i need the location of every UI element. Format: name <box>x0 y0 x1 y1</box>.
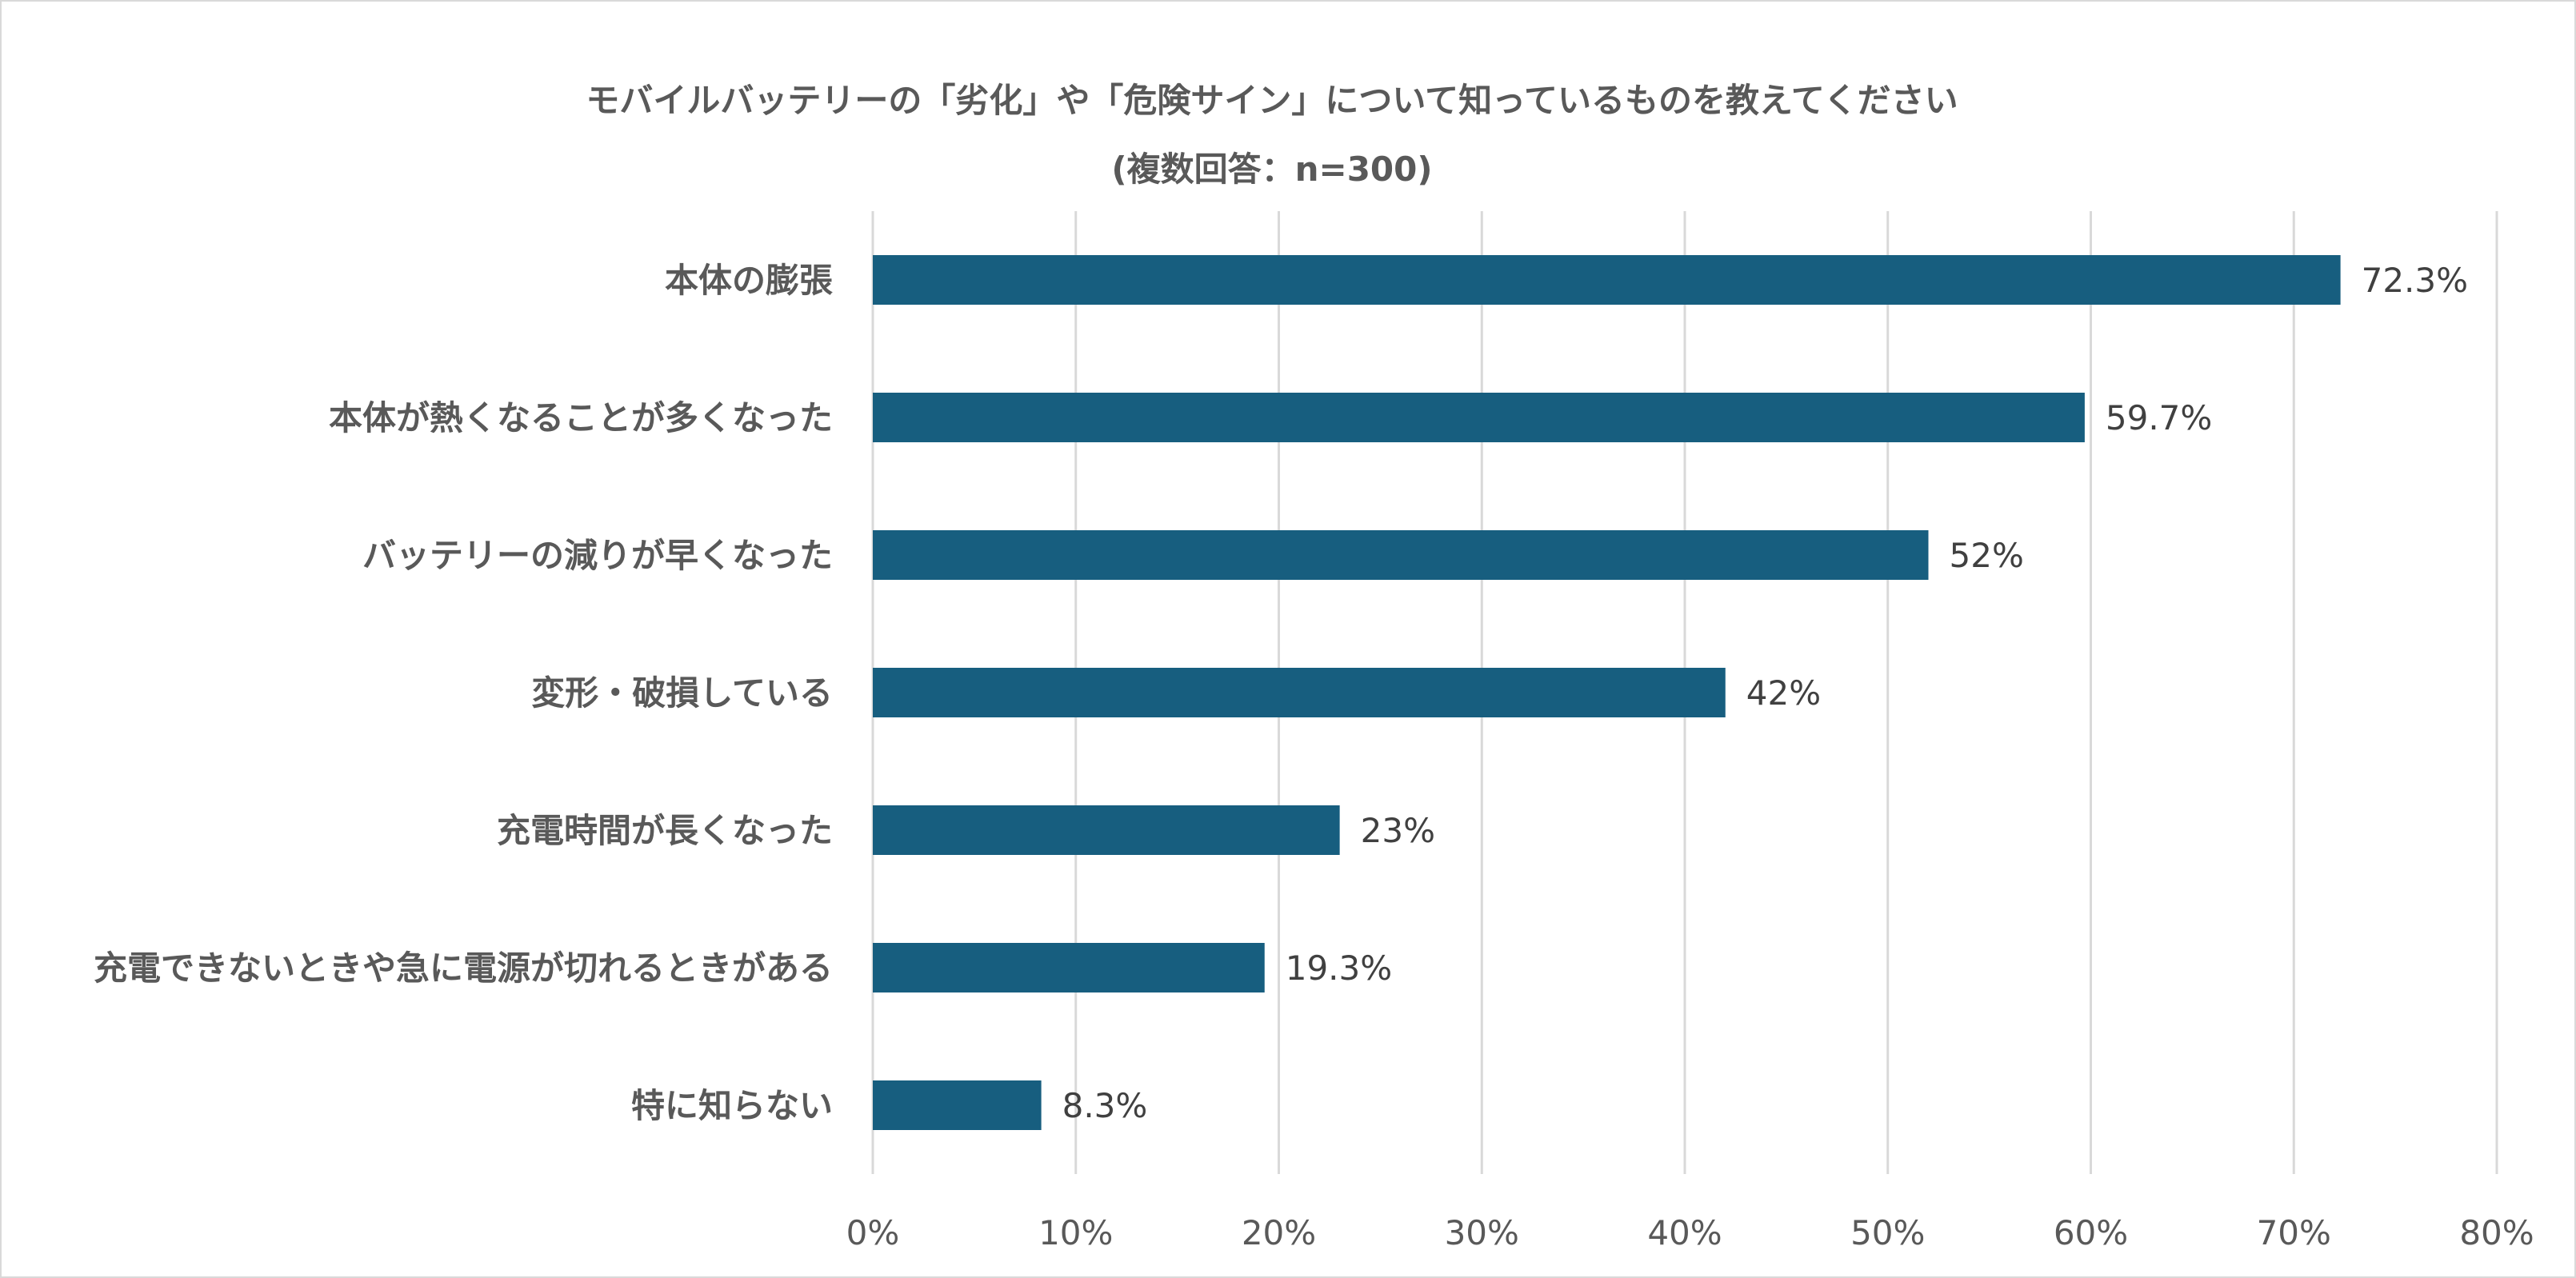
x-tick-label: 0% <box>846 1213 900 1252</box>
x-tick-label: 20% <box>1242 1213 1316 1252</box>
x-tick-label: 50% <box>1850 1213 1925 1252</box>
category-label: 本体が熱くなることが多くなった <box>329 398 833 437</box>
bar <box>873 530 1929 580</box>
category-label: バッテリーの減りが早くなった <box>362 536 833 575</box>
data-label: 72.3% <box>2362 261 2468 300</box>
x-tick-label: 60% <box>2054 1213 2128 1252</box>
data-label: 52% <box>1950 536 2024 575</box>
category-label: 本体の膨張 <box>665 261 833 300</box>
bar <box>873 393 2085 442</box>
x-tick-label: 30% <box>1445 1213 1519 1252</box>
data-label: 23% <box>1361 811 1435 850</box>
category-label: 変形・破損している <box>531 673 833 713</box>
category-label: 特に知らない <box>631 1086 833 1125</box>
bar <box>873 805 1340 855</box>
bar <box>873 943 1265 992</box>
bars <box>873 255 2341 1130</box>
bar <box>873 1080 1042 1130</box>
x-tick-label: 80% <box>2459 1213 2534 1252</box>
x-tick-label: 70% <box>2257 1213 2331 1252</box>
labels: 0% 10% 20% 30% 40% 50% 60% 70% 80% 本体の膨張 72.3% 本体が熱… <box>94 261 2534 1252</box>
data-label: 42% <box>1746 673 1821 713</box>
category-label: 充電時間が長くなった <box>497 811 833 850</box>
x-tick-label: 40% <box>1647 1213 1722 1252</box>
x-tick-label: 10% <box>1038 1213 1113 1252</box>
chart-subtitle: (複数回答：n=300) <box>1111 150 1432 189</box>
data-label: 8.3% <box>1062 1086 1148 1125</box>
bar <box>873 668 1726 717</box>
bar <box>873 255 2341 305</box>
data-label: 19.3% <box>1286 949 1392 988</box>
chart-title: モバイルバッテリーの「劣化」や「危険サイン」について知っているものを教えてくださ… <box>586 81 1958 120</box>
data-label: 59.7% <box>2106 398 2212 437</box>
category-label: 充電できないときや急に電源が切れるときがある <box>94 949 833 988</box>
